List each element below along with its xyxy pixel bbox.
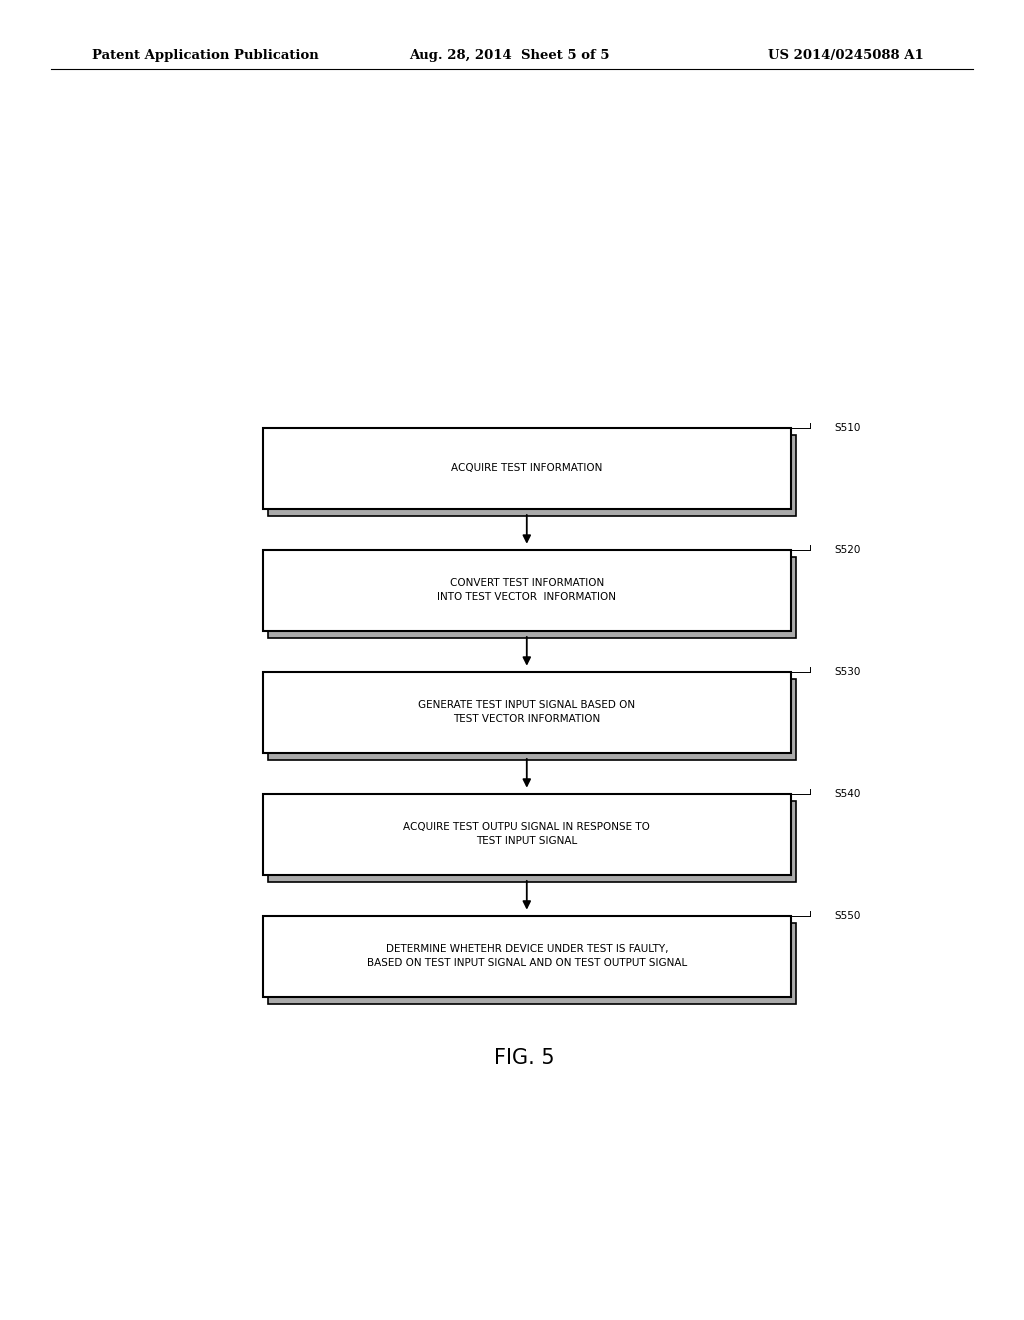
Text: Patent Application Publication: Patent Application Publication (92, 49, 318, 62)
Text: S510: S510 (835, 422, 861, 433)
Text: CONVERT TEST INFORMATION
INTO TEST VECTOR  INFORMATION: CONVERT TEST INFORMATION INTO TEST VECTO… (437, 578, 616, 602)
Text: Aug. 28, 2014  Sheet 5 of 5: Aug. 28, 2014 Sheet 5 of 5 (410, 49, 610, 62)
Bar (268, 923, 797, 1005)
Text: S550: S550 (835, 911, 861, 920)
Bar (268, 801, 797, 882)
Bar (263, 793, 791, 875)
Text: US 2014/0245088 A1: US 2014/0245088 A1 (768, 49, 924, 62)
Text: S520: S520 (835, 545, 861, 554)
Text: S540: S540 (835, 788, 861, 799)
Text: ACQUIRE TEST INFORMATION: ACQUIRE TEST INFORMATION (452, 463, 602, 474)
Text: GENERATE TEST INPUT SIGNAL BASED ON
TEST VECTOR INFORMATION: GENERATE TEST INPUT SIGNAL BASED ON TEST… (418, 701, 635, 725)
Text: FIG. 5: FIG. 5 (495, 1048, 555, 1068)
Bar (263, 549, 791, 631)
Bar (268, 678, 797, 760)
Bar (263, 428, 791, 510)
Text: DETERMINE WHETEHR DEVICE UNDER TEST IS FAULTY,
BASED ON TEST INPUT SIGNAL AND ON: DETERMINE WHETEHR DEVICE UNDER TEST IS F… (367, 944, 687, 969)
Bar (268, 434, 797, 516)
Text: ACQUIRE TEST OUTPU SIGNAL IN RESPONSE TO
TEST INPUT SIGNAL: ACQUIRE TEST OUTPU SIGNAL IN RESPONSE TO… (403, 822, 650, 846)
Bar (263, 916, 791, 997)
Text: S530: S530 (835, 667, 861, 677)
Bar (268, 557, 797, 638)
Bar (263, 672, 791, 752)
